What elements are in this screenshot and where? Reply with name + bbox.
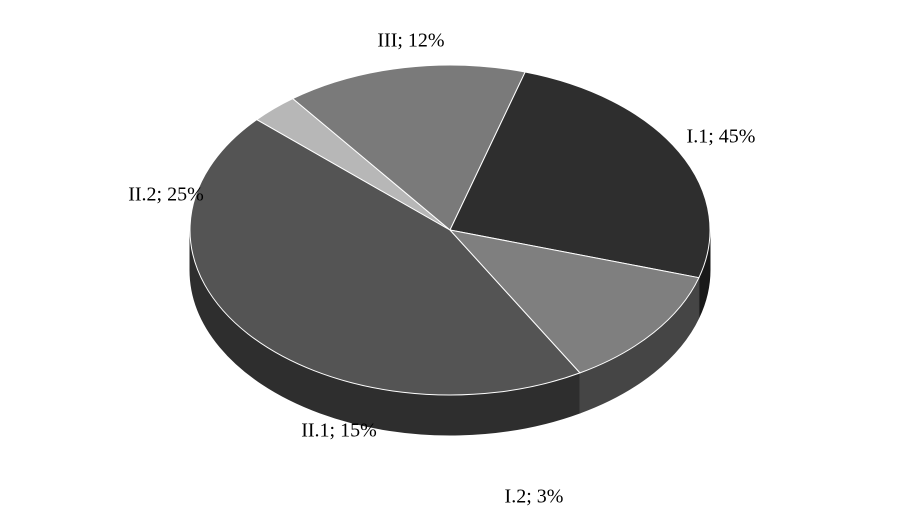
pie-chart-3d: I.1; 45% I.2; 3% II.1; 15% II.2; 25% III… (0, 0, 901, 524)
pie-svg (0, 0, 901, 524)
